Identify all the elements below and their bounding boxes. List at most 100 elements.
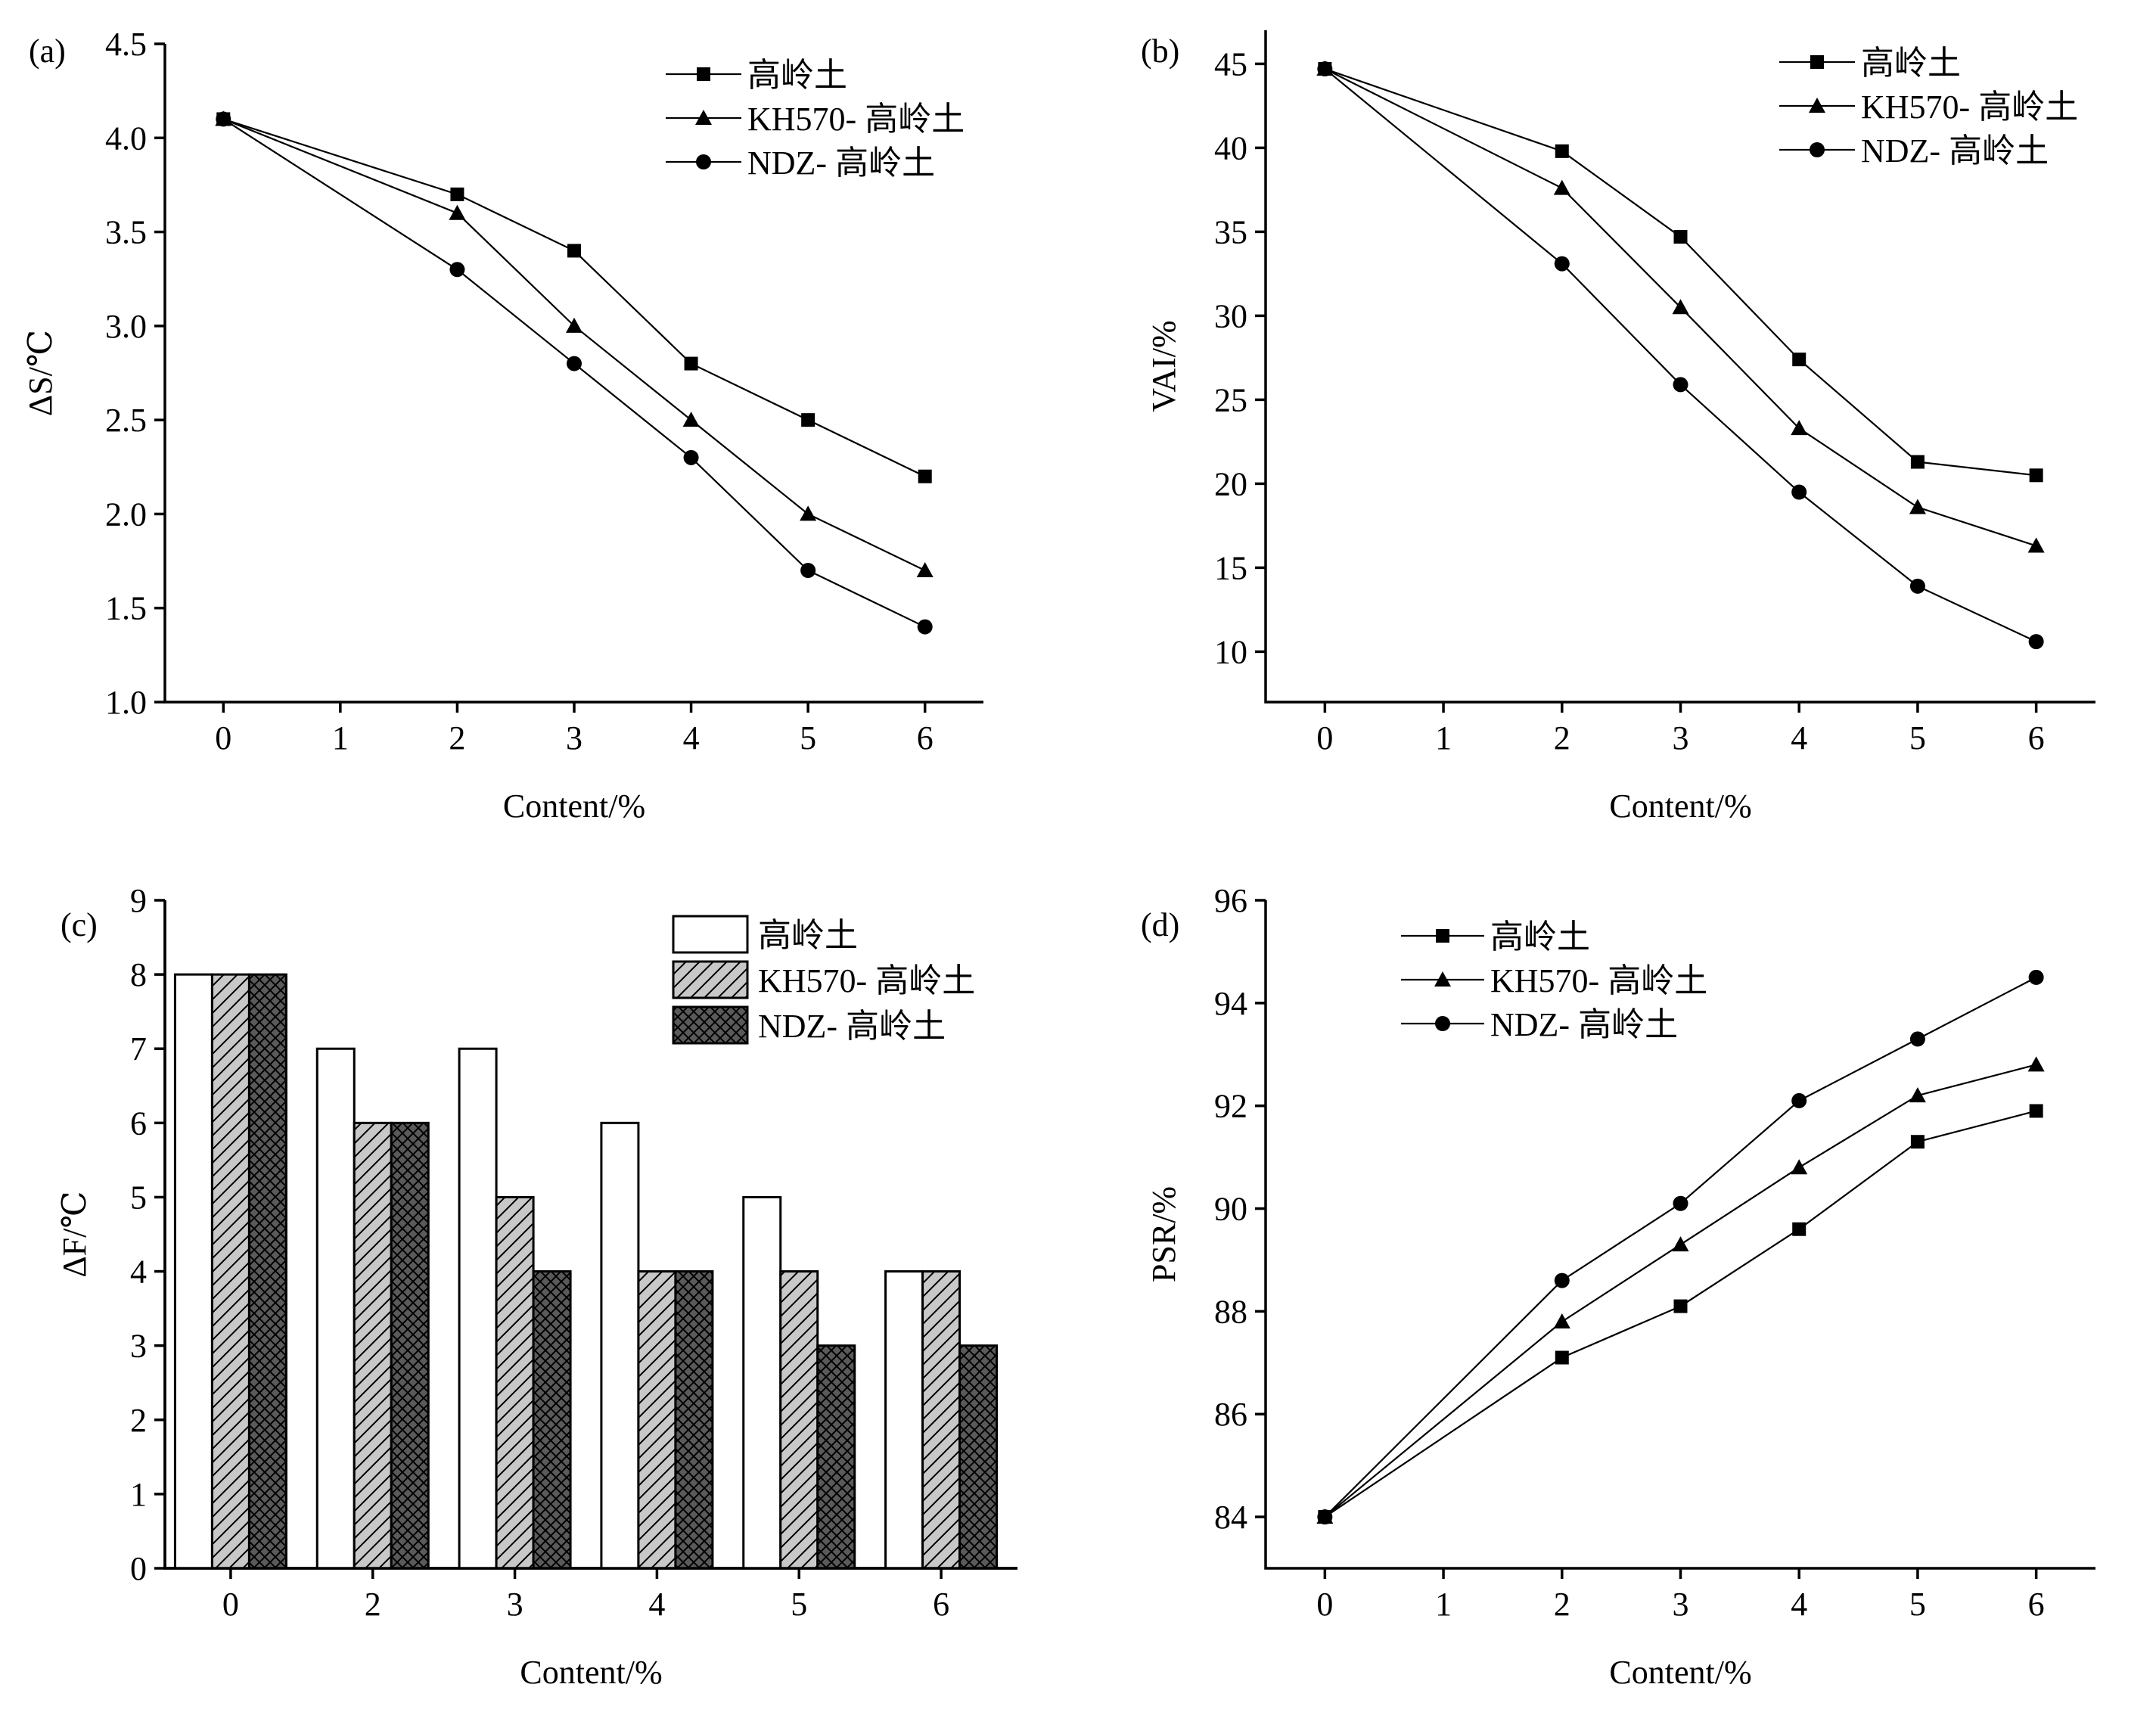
data-point bbox=[2027, 1056, 2045, 1072]
y-tick-label: 96 bbox=[1214, 882, 1247, 919]
chart-panel-d: (d) 84 86 88 90 92 94 96 PSR/% Content/% 0 1 2 3 4 5 6 高岭… bbox=[1141, 882, 2095, 1691]
legend-label: KH570- 高岭土 bbox=[758, 962, 975, 999]
y-tick-label: 6 bbox=[130, 1105, 147, 1142]
bar bbox=[637, 1270, 677, 1570]
bar bbox=[779, 1270, 819, 1570]
x-tick-label: 1 bbox=[332, 719, 349, 757]
x-tick-label: 5 bbox=[800, 719, 816, 757]
x-tick-label: 0 bbox=[215, 719, 231, 757]
data-point bbox=[567, 244, 581, 258]
x-axis-title: Content/% bbox=[1609, 1654, 1751, 1691]
x-tick-label: 3 bbox=[1673, 719, 1689, 757]
data-point bbox=[216, 111, 231, 127]
data-point bbox=[801, 413, 815, 427]
legend-marker bbox=[1810, 142, 1825, 157]
y-tick-label: 8 bbox=[130, 956, 147, 993]
bar bbox=[958, 1344, 999, 1570]
bar bbox=[353, 1121, 393, 1570]
legend-label: 高岭土 bbox=[747, 57, 847, 94]
x-tick-label: 2 bbox=[1554, 719, 1570, 757]
legend-marker bbox=[695, 110, 712, 125]
y-tick-label: 20 bbox=[1214, 465, 1247, 502]
y-tick-label: 4.5 bbox=[105, 26, 147, 63]
x-tick-label: 0 bbox=[1316, 719, 1333, 757]
y-tick-label: 7 bbox=[130, 1030, 147, 1067]
x-tick-label: 4 bbox=[648, 1586, 665, 1623]
data-point bbox=[2029, 468, 2043, 483]
x-tick-label: 0 bbox=[1316, 1586, 1333, 1623]
bar bbox=[884, 1270, 924, 1570]
legend-marker bbox=[1434, 971, 1451, 987]
data-point bbox=[684, 356, 698, 371]
data-point bbox=[2028, 969, 2044, 985]
data-point bbox=[800, 505, 817, 521]
data-point bbox=[800, 563, 816, 578]
data-point bbox=[1791, 420, 1808, 436]
data-point bbox=[1792, 353, 1807, 367]
y-axis-title: PSR/% bbox=[1145, 1186, 1182, 1282]
x-tick-label: 0 bbox=[222, 1586, 239, 1623]
series-line bbox=[1324, 68, 2037, 643]
data-point bbox=[1909, 1087, 1926, 1103]
legend-label: NDZ- 高岭土 bbox=[758, 1008, 946, 1045]
axes bbox=[1264, 900, 2095, 1570]
legend-marker bbox=[697, 67, 710, 81]
x-tick-label: 2 bbox=[449, 719, 465, 757]
data-point bbox=[1791, 1092, 1807, 1108]
bar bbox=[921, 1270, 962, 1570]
y-tick-label: 4 bbox=[130, 1254, 147, 1291]
data-point bbox=[1554, 256, 1570, 272]
series-line bbox=[1324, 976, 2037, 1518]
series-line bbox=[1324, 1110, 2036, 1518]
panel-label: (d) bbox=[1141, 906, 1179, 943]
y-tick-label: 15 bbox=[1214, 549, 1247, 586]
series-line bbox=[222, 118, 926, 628]
data-point bbox=[1672, 299, 1689, 315]
x-tick-label: 3 bbox=[566, 719, 582, 757]
data-point bbox=[1317, 1509, 1333, 1525]
y-tick-label: 35 bbox=[1214, 213, 1247, 250]
x-tick-label: 4 bbox=[1791, 1586, 1807, 1623]
bar bbox=[495, 1195, 535, 1570]
chart-panel-a: (a) 1.0 1.5 2.0 2.5 3.0 3.5 4.0 4.5 ΔS/℃ Content/%… bbox=[22, 26, 983, 825]
data-point bbox=[917, 619, 933, 635]
legend-label: NDZ- 高岭土 bbox=[1490, 1006, 1678, 1043]
bar bbox=[315, 1047, 356, 1570]
data-point bbox=[566, 317, 582, 333]
y-tick-label: 88 bbox=[1214, 1293, 1247, 1330]
legend-label: KH570- 高岭土 bbox=[1861, 89, 2078, 126]
panel-label: (a) bbox=[29, 33, 66, 70]
data-point bbox=[1909, 1031, 1925, 1047]
data-point bbox=[2028, 634, 2044, 650]
legend-label: NDZ- 高岭土 bbox=[1861, 132, 2049, 169]
legend-label: NDZ- 高岭土 bbox=[747, 144, 935, 182]
y-tick-label: 45 bbox=[1214, 45, 1247, 82]
legend-marker bbox=[1810, 55, 1824, 69]
data-point bbox=[2027, 537, 2045, 553]
panel-label: (c) bbox=[61, 906, 98, 943]
y-tick-label: 94 bbox=[1214, 985, 1247, 1022]
data-point bbox=[449, 204, 466, 220]
legend-marker bbox=[1435, 1016, 1450, 1031]
series-line bbox=[222, 118, 926, 477]
data-point bbox=[1791, 1159, 1808, 1175]
y-tick-label: 1 bbox=[130, 1476, 147, 1513]
data-point bbox=[1673, 377, 1688, 393]
data-point bbox=[1553, 179, 1570, 195]
data-point bbox=[1910, 1135, 1925, 1149]
axes-overlay bbox=[163, 900, 1017, 1570]
y-axis-title: ΔF/℃ bbox=[56, 1191, 93, 1277]
bar bbox=[600, 1121, 640, 1570]
x-tick-label: 6 bbox=[2028, 719, 2045, 757]
y-tick-label: 30 bbox=[1214, 297, 1247, 334]
x-axis-title: Content/% bbox=[1609, 788, 1751, 825]
x-tick-label: 1 bbox=[1435, 1586, 1452, 1623]
x-tick-label: 6 bbox=[933, 1586, 949, 1623]
data-point bbox=[1672, 1236, 1689, 1252]
data-point bbox=[683, 449, 699, 465]
legend-marker bbox=[696, 154, 711, 169]
y-tick-label: 0 bbox=[130, 1550, 147, 1587]
legend-label: 高岭土 bbox=[1490, 918, 1590, 955]
